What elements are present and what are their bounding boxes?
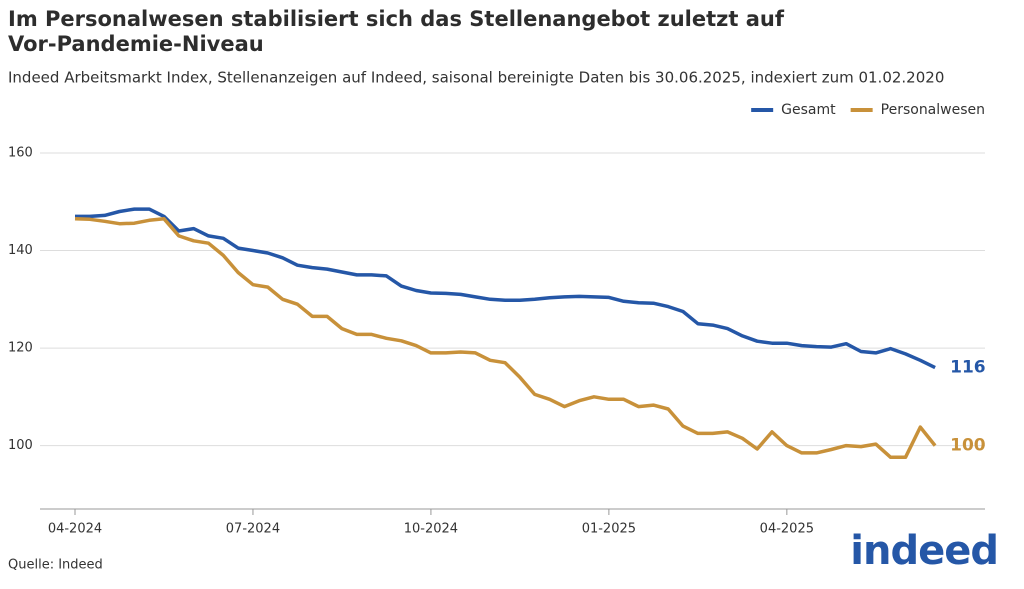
legend-label: Personalwesen xyxy=(881,102,985,118)
x-tick-label: 04-2024 xyxy=(48,522,102,537)
y-tick-label: 100 xyxy=(8,438,33,453)
legend-label: Gesamt xyxy=(781,102,836,118)
x-tick-label: 01-2025 xyxy=(582,522,636,537)
y-tick-label: 140 xyxy=(8,243,33,258)
y-tick-label: 160 xyxy=(8,146,33,161)
value-label: 100 xyxy=(950,436,986,456)
series-line xyxy=(75,207,936,370)
series-line xyxy=(74,217,937,460)
chart-subtitle: Indeed Arbeitsmarkt Index, Stellenanzeig… xyxy=(8,69,944,87)
source: Quelle: Indeed xyxy=(8,558,103,573)
x-tick-label: 07-2024 xyxy=(226,522,280,537)
chart-title: Im Personalwesen stabilisiert sich das S… xyxy=(8,7,785,56)
logo: indeed xyxy=(850,528,998,574)
x-tick-label: 10-2024 xyxy=(404,522,458,537)
value-label: 116 xyxy=(950,358,986,378)
x-tick-label: 04-2025 xyxy=(760,522,814,537)
y-tick-label: 120 xyxy=(8,341,33,356)
